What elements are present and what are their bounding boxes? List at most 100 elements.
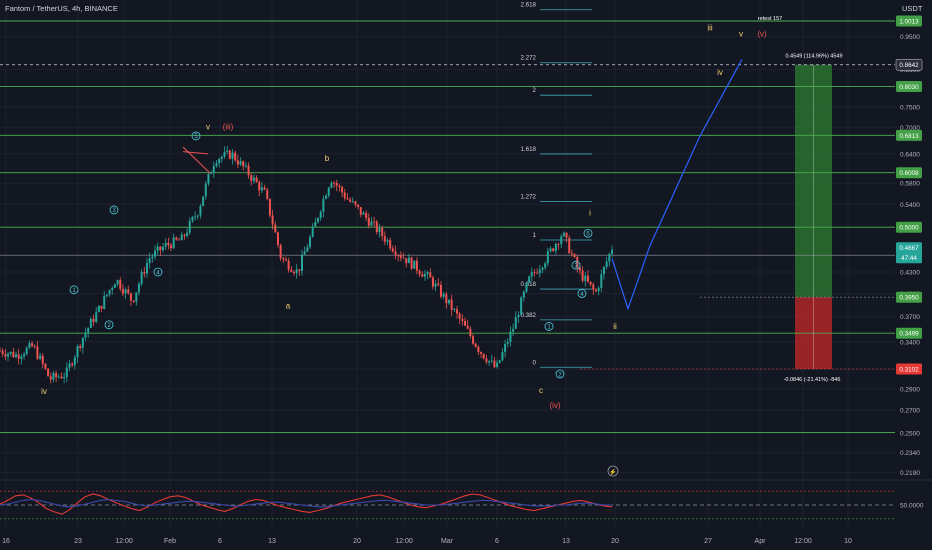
candle-body [129,293,132,301]
candle-body [154,250,157,257]
wave-label: (iii) [223,122,234,131]
candle-body [255,177,258,183]
candle-body [520,297,523,315]
candle-body [608,253,611,262]
candle-body [514,316,517,329]
candle-body [151,256,154,259]
candle-body [464,321,467,326]
price-tag [896,221,922,233]
wave-label-minor: 2 [107,323,111,329]
candle-body [234,152,237,161]
candle-body [530,272,533,277]
candle-body [442,293,445,297]
price-tag [896,327,922,339]
candle-body [394,251,397,256]
candle-body [359,206,362,215]
rsi-signal-line [0,498,612,508]
candle-body [586,275,589,282]
trendline-top [182,146,211,174]
candle-body [453,309,456,311]
wave-label: (iv) [549,401,560,410]
x-tick-label: 12:00 [115,538,133,545]
candle-body [544,263,547,268]
candle-body [28,343,31,348]
fib-label: 1.618 [521,146,537,153]
candle-body [472,336,475,344]
candle-body [589,281,592,285]
fibonacci-extension: 2.618 2.272 2 1.618 1.272 1 0.618 0.382 0 [521,2,592,368]
wave-circle [583,228,593,238]
candle-body [186,232,189,236]
candle-body [23,354,26,357]
candle-body [480,351,483,354]
wave-circle [191,131,201,141]
candle-body [47,368,50,377]
candle-body [191,216,194,221]
candle-body [311,226,314,237]
candle-body [447,299,450,304]
candle-body [498,360,501,363]
candle-body [7,353,10,357]
candle-body [405,258,408,264]
candle-body [413,260,416,269]
candle-body [204,183,207,197]
candle-body [434,283,437,287]
price-tag [896,252,922,264]
candle-body [196,215,199,217]
candle-body [17,354,20,359]
candle-body [611,249,613,254]
annotation-label: -0.0846 (-21.41%) -846 [784,377,841,383]
candle-body [488,360,491,363]
candle-body [9,351,12,354]
wave-label: i [589,209,591,218]
candle-body [210,172,213,174]
projection-line [611,59,743,311]
wave-label: b [325,154,330,163]
candle-body [351,201,354,203]
candle-body [431,277,434,287]
candle-body [220,156,223,160]
price-tag-label: 0.3499 [899,331,919,338]
wave-label-minor: 1 [547,325,551,331]
candle-body [236,160,239,165]
x-tick-label: 20 [611,538,619,545]
candle-body [319,211,322,218]
candle-body [215,163,218,167]
candle-body [600,274,603,288]
annotation-label: 0.4549 (114.96%) 4549 [785,54,842,60]
y-tick-label: 0.8500 [900,67,920,74]
candle-body [402,257,405,259]
y-tick-label: 0.7500 [900,104,920,111]
candle-body [207,173,210,184]
candle-body [338,185,341,187]
x-tick-label: 27 [704,538,712,545]
candle-body [263,187,266,190]
fib-label: 1 [533,232,537,239]
candle-body [581,270,584,281]
candle-body [426,272,429,274]
candle-body [68,363,71,368]
candle-body [317,217,320,222]
y-tick-label: 0.6400 [900,151,920,158]
annotation-label: retest 157 [758,16,782,22]
price-tag [896,363,922,375]
candle-body [568,237,571,254]
candle-body [343,192,346,199]
candle-body [31,343,34,347]
candle-body [71,363,74,366]
candle-body [284,259,287,261]
candle-body [367,217,370,226]
candle-body [576,257,579,268]
wave-label: (v) [757,30,767,39]
fib-label: 2.272 [521,55,537,62]
candle-body [119,280,122,289]
fib-label: 2.618 [521,2,537,9]
candle-body [156,246,159,251]
candle-body [97,305,100,313]
candle-body [300,254,303,271]
candle-body [268,198,271,216]
candle-body [381,228,384,237]
candle-body [105,294,108,297]
